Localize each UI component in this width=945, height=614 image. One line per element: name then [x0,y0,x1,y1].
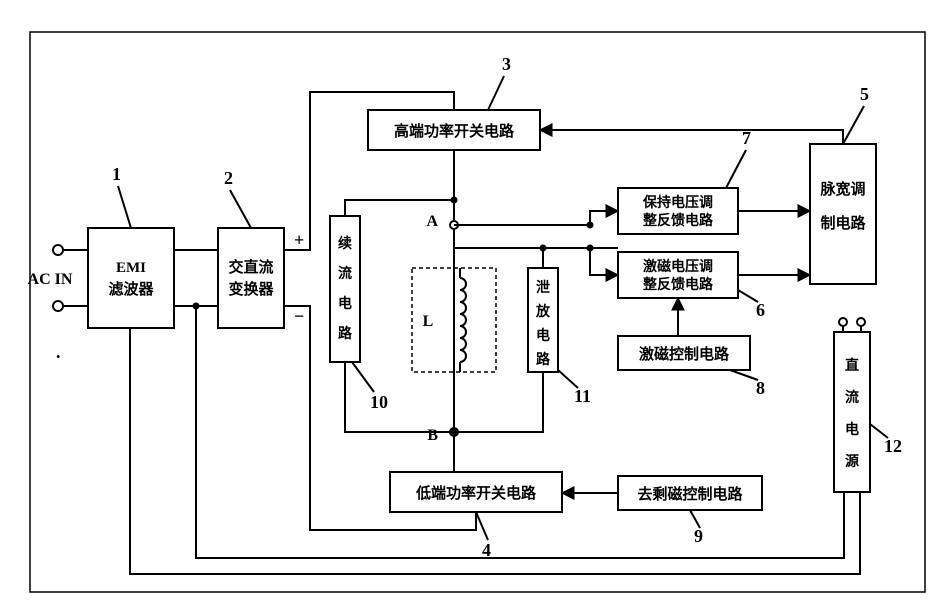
block-ac-dc-converter: 交直流 变换器 [218,228,284,328]
svg-text:续: 续 [338,235,352,252]
svg-text:直: 直 [845,357,859,374]
label-10: 10 [370,392,388,412]
svg-text:路: 路 [536,351,551,368]
ac-in-port-top [53,245,63,255]
label-5: 5 [860,84,869,104]
svg-text:电: 电 [338,295,352,312]
svg-text:电: 电 [845,421,859,438]
block-excitation-control: 激磁控制电路 [618,336,750,370]
svg-text:流: 流 [338,265,352,282]
block-discharge-circuit: 泄 放 电 路 [528,268,558,372]
leader-10 [352,362,374,392]
svg-text:流: 流 [845,389,859,406]
svg-text:去剩磁控制电路: 去剩磁控制电路 [637,485,743,503]
block-demag-control: 去剩磁控制电路 [618,476,762,510]
svg-text:低端功率开关电路: 低端功率开关电路 [415,484,537,502]
dot-label: . [56,342,61,362]
block-hold-voltage-feedback: 保持电压调 整反馈电路 [618,188,738,234]
svg-text:脉宽调: 脉宽调 [819,180,865,198]
minus-label: − [294,306,304,326]
svg-text:泄: 泄 [536,279,550,296]
dc-port-left [839,318,847,326]
ac-in-port-bot [53,301,63,311]
svg-text:高端功率开关电路: 高端功率开关电路 [394,122,515,140]
block-excitation-voltage-feedback: 激磁电压调 整反馈电路 [618,252,738,298]
svg-text:L: L [423,313,434,330]
label-11: 11 [574,386,591,406]
leader-7 [726,150,746,188]
label-3: 3 [502,54,511,74]
svg-text:源: 源 [845,453,859,470]
svg-text:路: 路 [338,325,353,342]
circuit-block-diagram: AC IN . EMI 滤波器 1 交直流 变换器 2 + − 高端功率开关电路… [0,0,945,614]
svg-text:EMI: EMI [116,260,146,276]
label-12: 12 [884,436,902,456]
block-emi-filter: EMI 滤波器 [88,228,174,328]
svg-text:制电路: 制电路 [820,214,866,232]
leader-2 [230,190,251,228]
block-freewheel-circuit: 续 流 电 路 [330,216,360,362]
block-high-side-switch: 高端功率开关电路 [368,110,540,150]
leader-1 [118,186,131,228]
label-8: 8 [756,378,765,398]
leader-3 [488,76,504,110]
block-dc-power: 直 流 电 源 [834,332,870,492]
label-2: 2 [224,168,233,188]
block-low-side-switch: 低端功率开关电路 [390,472,562,512]
svg-text:电: 电 [536,327,550,344]
svg-text:激磁电压调: 激磁电压调 [643,258,713,275]
dc-port-right [857,318,865,326]
node-a-label: A [426,213,438,230]
svg-text:交直流: 交直流 [228,258,273,276]
svg-text:滤波器: 滤波器 [108,280,154,298]
ac-in-label: AC IN [28,271,73,288]
plus-label: + [294,230,304,250]
leader-5 [843,106,864,144]
leader-4 [476,512,488,540]
svg-text:整反馈电路: 整反馈电路 [642,212,714,229]
node-b-label: B [427,427,438,444]
label-1: 1 [112,164,121,184]
svg-text:变换器: 变换器 [228,280,274,298]
block-pwm-circuit: 脉宽调 制电路 [810,144,876,284]
svg-text:整反馈电路: 整反馈电路 [642,276,714,293]
label-6: 6 [756,300,765,320]
leader-8 [730,370,758,380]
svg-text:保持电压调: 保持电压调 [642,194,713,211]
svg-text:放: 放 [535,303,551,320]
label-9: 9 [694,526,703,546]
svg-text:激磁控制电路: 激磁控制电路 [639,345,730,363]
leader-6 [738,290,758,302]
